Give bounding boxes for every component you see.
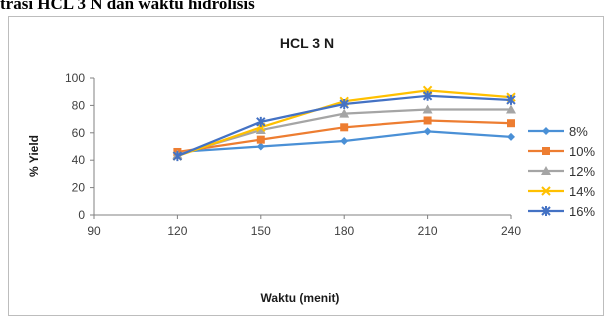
legend-marker xyxy=(541,186,551,196)
y-tick-label: 80 xyxy=(72,98,86,112)
legend-label: 10% xyxy=(569,144,595,159)
legend-item: 16% xyxy=(528,204,595,219)
plot-area xyxy=(172,85,516,162)
y-tick-label: 20 xyxy=(72,181,86,195)
legend-label: 8% xyxy=(569,124,588,139)
data-point xyxy=(423,116,432,125)
y-tick-label: 100 xyxy=(65,71,85,85)
page-header-text: trasi HCL 3 N dan waktu hidrolisis xyxy=(0,0,255,13)
series-3 xyxy=(172,104,516,159)
legend-marker xyxy=(542,147,550,155)
legend-marker xyxy=(542,127,550,135)
data-point xyxy=(256,116,266,127)
chart-frame xyxy=(8,16,604,316)
x-tick-label: 90 xyxy=(87,224,101,238)
legend: 8% 10% 12% 14% 16% xyxy=(528,124,595,219)
x-axis-label: Waktu (menit) xyxy=(261,291,340,305)
x-tick-label: 150 xyxy=(251,224,271,238)
data-point xyxy=(339,99,349,110)
legend-marker xyxy=(541,206,551,216)
data-point xyxy=(506,104,516,114)
data-point xyxy=(256,135,265,144)
legend-item: 14% xyxy=(528,184,595,199)
x-tick-label: 180 xyxy=(334,224,354,238)
y-tick-label: 60 xyxy=(72,126,86,140)
series-5 xyxy=(172,90,516,162)
x-tick-label: 120 xyxy=(167,224,187,238)
x-tick-label: 210 xyxy=(418,224,438,238)
legend-item: 12% xyxy=(528,164,595,179)
y-tick-label: 0 xyxy=(78,208,85,222)
data-point xyxy=(340,123,349,132)
data-point xyxy=(423,127,432,136)
data-point xyxy=(507,132,515,141)
legend-item: 8% xyxy=(528,124,588,139)
data-point xyxy=(422,104,433,114)
y-tick-label: 40 xyxy=(72,153,86,167)
legend-label: 12% xyxy=(569,164,595,179)
data-point xyxy=(255,125,266,135)
y-axis-label: % Yield xyxy=(27,135,41,177)
chart-title: HCL 3 N xyxy=(280,35,334,51)
legend-label: 16% xyxy=(569,204,595,219)
x-tick-label: 240 xyxy=(501,224,521,238)
data-point xyxy=(340,137,349,146)
data-point xyxy=(422,90,433,101)
legend-item: 10% xyxy=(528,144,595,159)
data-point xyxy=(506,94,516,105)
axes-group: 0 20 40 60 80 100 90 120 150 180 210 240 xyxy=(65,71,521,238)
legend-label: 14% xyxy=(569,184,595,199)
legend-marker xyxy=(541,166,551,175)
data-point xyxy=(339,108,350,118)
data-point xyxy=(256,142,265,151)
data-point xyxy=(507,119,515,128)
data-point xyxy=(172,151,183,162)
